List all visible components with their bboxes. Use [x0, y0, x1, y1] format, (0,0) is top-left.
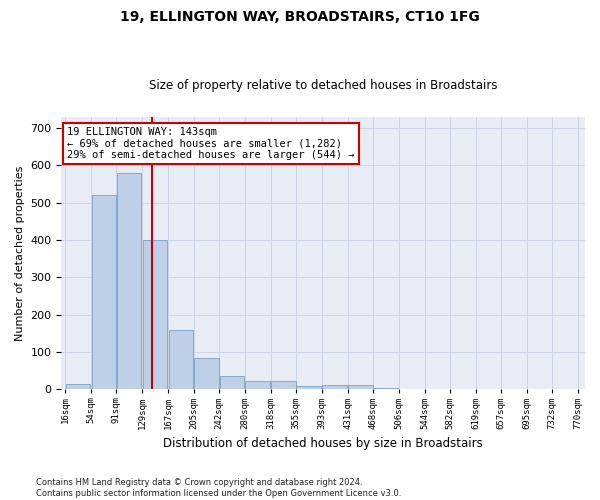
- Bar: [373, 388, 398, 390]
- Bar: [245, 382, 270, 390]
- Y-axis label: Number of detached properties: Number of detached properties: [15, 166, 25, 341]
- Bar: [143, 240, 167, 390]
- Bar: [194, 358, 219, 390]
- X-axis label: Distribution of detached houses by size in Broadstairs: Distribution of detached houses by size …: [163, 437, 483, 450]
- Bar: [271, 382, 296, 390]
- Text: 19, ELLINGTON WAY, BROADSTAIRS, CT10 1FG: 19, ELLINGTON WAY, BROADSTAIRS, CT10 1FG: [120, 10, 480, 24]
- Text: 19 ELLINGTON WAY: 143sqm
← 69% of detached houses are smaller (1,282)
29% of sem: 19 ELLINGTON WAY: 143sqm ← 69% of detach…: [67, 127, 355, 160]
- Title: Size of property relative to detached houses in Broadstairs: Size of property relative to detached ho…: [149, 79, 497, 92]
- Bar: [220, 376, 244, 390]
- Bar: [348, 385, 373, 390]
- Bar: [117, 173, 142, 390]
- Bar: [169, 330, 193, 390]
- Bar: [296, 386, 321, 390]
- Bar: [66, 384, 91, 390]
- Text: Contains HM Land Registry data © Crown copyright and database right 2024.
Contai: Contains HM Land Registry data © Crown c…: [36, 478, 401, 498]
- Bar: [322, 385, 347, 390]
- Bar: [92, 195, 116, 390]
